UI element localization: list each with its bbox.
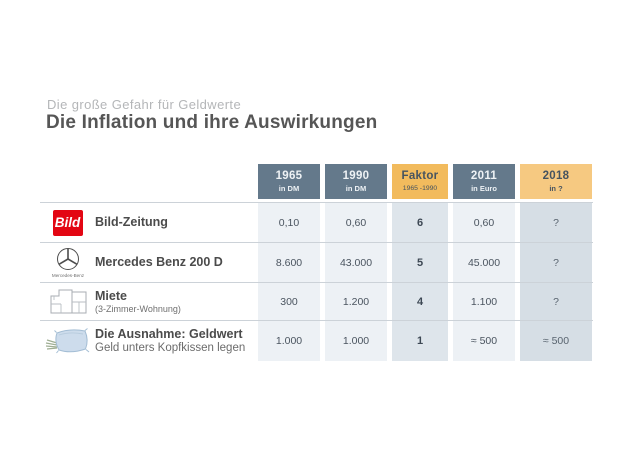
cell-miete-2011: 1.100 <box>453 283 515 320</box>
svg-text:Mercedes-Benz: Mercedes-Benz <box>51 273 84 278</box>
header-1990: 1990 in DM <box>325 164 387 199</box>
cell-miete-1990: 1.200 <box>325 283 387 320</box>
slide-title: Die Inflation und ihre Auswirkungen <box>46 112 378 133</box>
table-row-bild: Bild Bild-Zeitung 0,10 0,60 6 0,60 ? <box>40 202 593 242</box>
row-miete-sublabel: (3-Zimmer-Wohnung) <box>95 304 181 315</box>
cell-bild-faktor: 6 <box>392 203 448 242</box>
cell-miete-faktor: 4 <box>392 283 448 320</box>
row-mercedes-icon-box: Mercedes-Benz <box>40 246 95 280</box>
row-geldwert-label-cell: Die Ausnahme: Geldwert Geld unters Kopfk… <box>40 321 253 361</box>
header-1990-unit: in DM <box>345 183 367 193</box>
header-faktor-label: Faktor <box>401 170 439 183</box>
floor-plan-icon <box>50 289 86 314</box>
header-1965: 1965 in DM <box>258 164 320 199</box>
row-miete-icon-box <box>40 288 95 315</box>
row-bild-icon-box: Bild <box>40 209 95 236</box>
row-miete-label-cell: Miete (3-Zimmer-Wohnung) <box>40 283 253 320</box>
row-geldwert-label-text: Die Ausnahme: Geldwert Geld unters Kopfk… <box>95 327 245 356</box>
cell-mercedes-1965: 8.600 <box>258 243 320 282</box>
cell-mercedes-1990: 43.000 <box>325 243 387 282</box>
header-2018: 2018 in ? <box>520 164 592 199</box>
cell-geldwert-1965: 1.000 <box>258 321 320 361</box>
row-bild-label: Bild-Zeitung <box>95 215 168 230</box>
row-mercedes-label: Mercedes Benz 200 D <box>95 255 223 270</box>
header-2018-year: 2018 <box>542 170 570 183</box>
row-bild-label-text: Bild-Zeitung <box>95 215 168 229</box>
header-2011-year: 2011 <box>470 170 498 183</box>
cell-miete-1965: 300 <box>258 283 320 320</box>
header-faktor-range: 1965 -1990 <box>402 185 438 193</box>
bild-logo-icon: Bild <box>52 209 83 236</box>
header-faktor: Faktor 1965 -1990 <box>392 164 448 199</box>
cell-mercedes-2011: 45.000 <box>453 243 515 282</box>
cell-bild-2011: 0,60 <box>453 203 515 242</box>
header-2011: 2011 in Euro <box>453 164 515 199</box>
row-bild-label-cell: Bild Bild-Zeitung <box>40 203 253 242</box>
cell-geldwert-2011: ≈ 500 <box>453 321 515 361</box>
row-geldwert-icon-box <box>40 326 95 356</box>
table-row-miete: Miete (3-Zimmer-Wohnung) 300 1.200 4 1.1… <box>40 282 593 320</box>
cell-mercedes-2018: ? <box>520 243 592 282</box>
row-mercedes-label-text: Mercedes Benz 200 D <box>95 255 223 269</box>
cell-geldwert-faktor: 1 <box>392 321 448 361</box>
cell-mercedes-faktor: 5 <box>392 243 448 282</box>
cell-bild-1990: 0,60 <box>325 203 387 242</box>
cell-geldwert-1990: 1.000 <box>325 321 387 361</box>
header-2011-unit: in Euro <box>471 183 497 193</box>
header-spacer <box>40 164 253 199</box>
header-1965-unit: in DM <box>278 183 300 193</box>
cell-bild-1965: 0,10 <box>258 203 320 242</box>
table-row-mercedes: Mercedes-Benz Mercedes Benz 200 D 8.600 … <box>40 242 593 282</box>
row-miete-label: Miete <box>95 288 127 303</box>
inflation-table: 1965 in DM 1990 in DM Faktor 1965 -1990 … <box>40 164 593 361</box>
row-mercedes-label-cell: Mercedes-Benz Mercedes Benz 200 D <box>40 243 253 282</box>
header-1965-year: 1965 <box>275 170 303 183</box>
mercedes-logo-icon: Mercedes-Benz <box>51 247 84 278</box>
header-2018-unit: in ? <box>549 183 563 193</box>
cell-miete-2018: ? <box>520 283 592 320</box>
row-geldwert-sublabel: Geld unters Kopfkissen legen <box>95 342 246 355</box>
pillow-icon <box>45 328 89 354</box>
row-miete-label-text: Miete (3-Zimmer-Wohnung) <box>95 289 181 315</box>
cell-geldwert-2018: ≈ 500 <box>520 321 592 361</box>
table-header-row: 1965 in DM 1990 in DM Faktor 1965 -1990 … <box>40 164 593 199</box>
cell-bild-2018: ? <box>520 203 592 242</box>
slide-kicker: Die große Gefahr für Geldwerte <box>47 97 242 112</box>
header-1990-year: 1990 <box>342 170 370 183</box>
row-geldwert-label: Die Ausnahme: Geldwert <box>95 326 243 341</box>
table-row-geldwert: Die Ausnahme: Geldwert Geld unters Kopfk… <box>40 320 593 361</box>
